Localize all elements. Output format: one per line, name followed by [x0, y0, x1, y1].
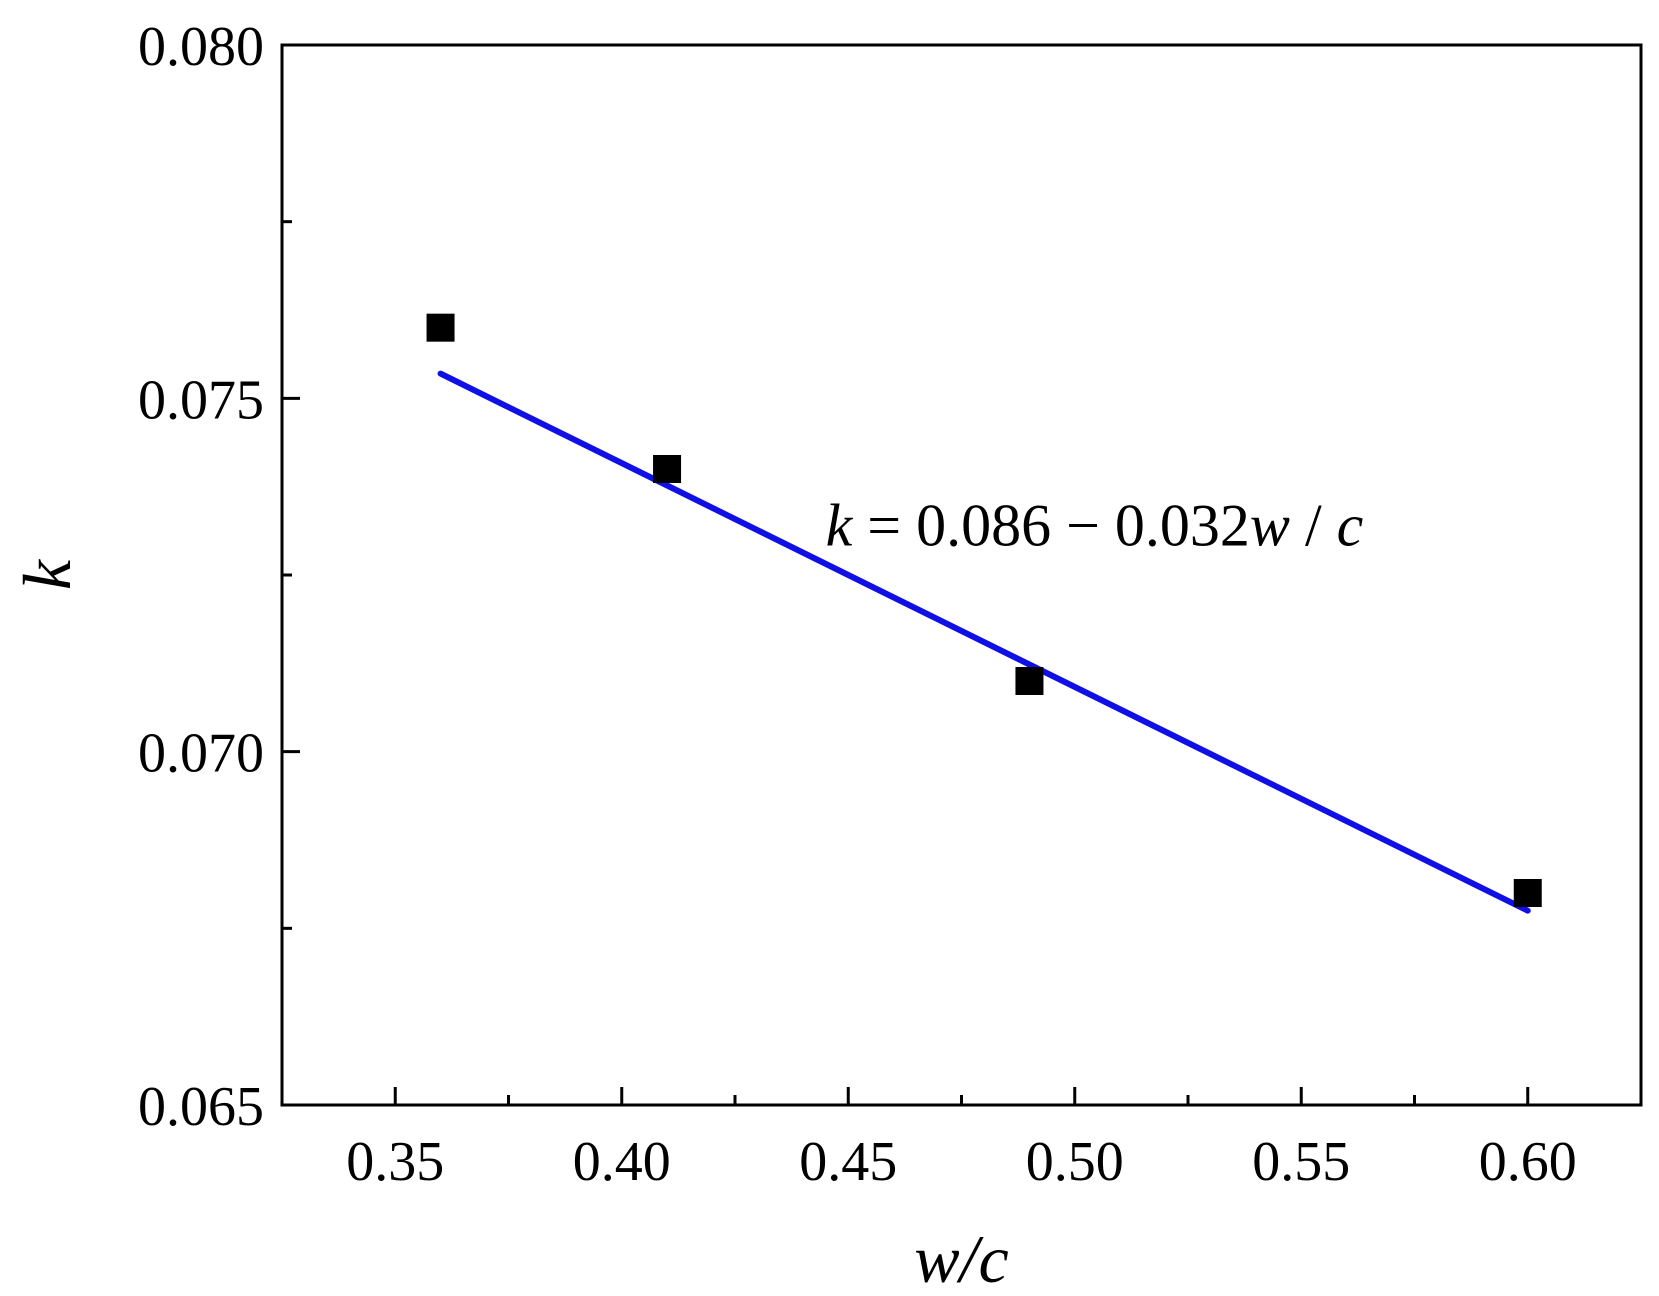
plot-frame [280, 43, 1643, 1107]
fit-equation-part: / [1290, 493, 1337, 559]
data-point [1513, 879, 1542, 907]
fit-equation-part: w [1250, 493, 1290, 559]
y-tick-label: 0.065 [138, 1076, 264, 1138]
x-tick-label: 0.40 [573, 1131, 671, 1193]
ticks-layer [282, 43, 1530, 1107]
y-tick-label: 0.070 [138, 723, 264, 785]
fit-layer [437, 370, 1531, 914]
labels-layer: 0.35 0.40 0.45 0.50 0.55 0.60 0.065 0.070 0.075 0… [138, 16, 1577, 1193]
fit-equation-part: c [1337, 493, 1364, 559]
fit-line [437, 370, 1531, 914]
x-tick-label: 0.45 [799, 1131, 897, 1193]
fit-equation: k = 0.086 − 0.032w / c [826, 493, 1364, 559]
y-tick-label: 0.075 [138, 369, 264, 431]
data-point [653, 455, 682, 483]
x-tick-label: 0.35 [346, 1131, 444, 1193]
x-axis-title: w/c [914, 1221, 1008, 1296]
fit-equation-part: = 0.086 − 0.032 [852, 493, 1250, 559]
y-tick-label: 0.080 [138, 16, 264, 78]
x-tick-label: 0.55 [1252, 1131, 1350, 1193]
points-layer [426, 313, 1542, 907]
fit-equation-part: k [826, 493, 854, 559]
x-tick-label: 0.50 [1026, 1131, 1124, 1193]
data-point [426, 313, 455, 342]
data-point [1015, 667, 1044, 695]
y-axis-title: k [9, 558, 85, 590]
x-tick-label: 0.60 [1479, 1131, 1577, 1193]
